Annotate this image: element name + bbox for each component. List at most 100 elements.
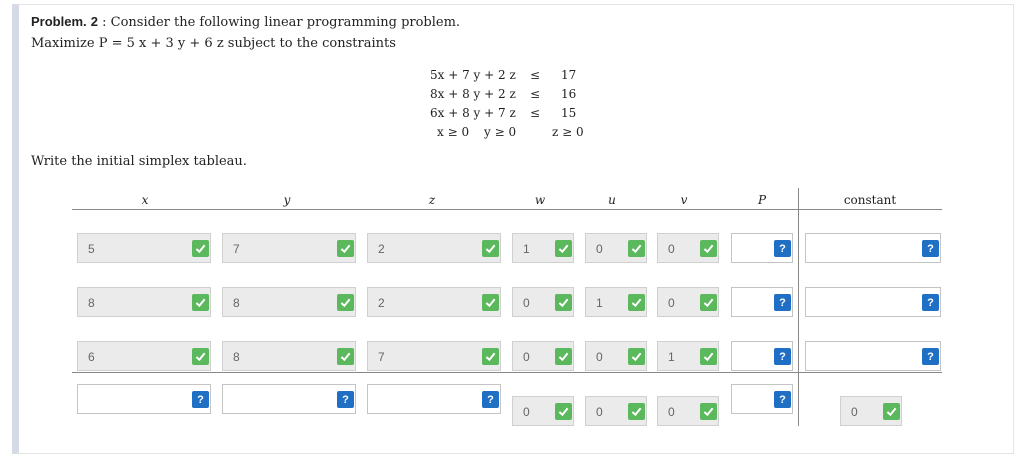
cell-value: 2 <box>378 242 385 256</box>
tableau-cell-r4-w[interactable]: 0 <box>512 396 574 426</box>
tableau-cell-r3-z[interactable]: 7 <box>367 341 501 371</box>
tableau-cell-r1-z[interactable]: 2 <box>367 233 501 263</box>
help-icon[interactable]: ? <box>774 391 791 408</box>
cell-value: 0 <box>596 405 603 419</box>
nonneg-y: y ≥ 0 <box>484 125 517 139</box>
nonneg-x: x ≥ 0 <box>437 125 470 139</box>
col-header-constant: constant <box>843 193 897 207</box>
tableau-cell-r4-u[interactable]: 0 <box>585 396 647 426</box>
cell-value: 0 <box>523 405 530 419</box>
check-icon <box>628 294 645 311</box>
check-icon <box>883 403 900 420</box>
cell-value: 8 <box>88 296 95 310</box>
tableau-cell-r2-u[interactable]: 1 <box>585 287 647 317</box>
check-icon <box>337 240 354 257</box>
tableau-cell-r4-constant[interactable]: 0 <box>840 396 902 426</box>
cell-value: 2 <box>378 296 385 310</box>
check-icon <box>482 240 499 257</box>
check-icon <box>700 348 717 365</box>
check-icon <box>482 294 499 311</box>
tableau-objective-rule <box>72 372 942 373</box>
tableau-cell-r4-y[interactable]: ? <box>222 384 356 414</box>
check-icon <box>555 403 572 420</box>
cell-value: 0 <box>851 405 858 419</box>
tableau-cell-r1-x[interactable]: 5 <box>77 233 211 263</box>
help-icon[interactable]: ? <box>192 391 209 408</box>
check-icon <box>337 348 354 365</box>
constraint-2-rhs: 16 <box>561 87 577 101</box>
tableau-cell-r1-u[interactable]: 0 <box>585 233 647 263</box>
tableau-cell-r1-w[interactable]: 1 <box>512 233 574 263</box>
tableau-cell-r4-v[interactable]: 0 <box>657 396 719 426</box>
check-icon <box>628 240 645 257</box>
tableau-cell-r2-w[interactable]: 0 <box>512 287 574 317</box>
cell-value: 6 <box>88 350 95 364</box>
problem-intro: : Consider the following linear programm… <box>102 15 461 30</box>
cell-value: 1 <box>596 296 603 310</box>
tableau-cell-r1-v[interactable]: 0 <box>657 233 719 263</box>
tableau-cell-r2-z[interactable]: 2 <box>367 287 501 317</box>
check-icon <box>628 403 645 420</box>
tableau-cell-r3-w[interactable]: 0 <box>512 341 574 371</box>
check-icon <box>192 240 209 257</box>
tableau-cell-r1-y[interactable]: 7 <box>222 233 356 263</box>
check-icon <box>628 348 645 365</box>
tableau-cell-r4-z[interactable]: ? <box>367 384 501 414</box>
help-icon[interactable]: ? <box>482 391 499 408</box>
tableau-cell-r3-y[interactable]: 8 <box>222 341 356 371</box>
constraint-3-op: ≤ <box>530 106 541 120</box>
help-icon[interactable]: ? <box>337 391 354 408</box>
help-icon[interactable]: ? <box>922 348 939 365</box>
col-header-w: w <box>534 193 546 207</box>
tableau-cell-r3-constant[interactable]: ? <box>805 341 941 371</box>
check-icon <box>700 403 717 420</box>
tableau-top-rule <box>72 209 942 210</box>
cell-value: 0 <box>523 296 530 310</box>
help-icon[interactable]: ? <box>774 240 791 257</box>
tableau-cell-r2-v[interactable]: 0 <box>657 287 719 317</box>
check-icon <box>337 294 354 311</box>
problem-panel <box>12 4 1014 454</box>
check-icon <box>192 348 209 365</box>
help-icon[interactable]: ? <box>774 348 791 365</box>
help-icon[interactable]: ? <box>922 294 939 311</box>
tableau-cell-r2-constant[interactable]: ? <box>805 287 941 317</box>
help-icon[interactable]: ? <box>922 240 939 257</box>
tableau-cell-r2-p[interactable]: ? <box>731 287 793 317</box>
tableau-cell-r1-constant[interactable]: ? <box>805 233 941 263</box>
tableau-constant-divider <box>798 188 799 426</box>
check-icon <box>555 348 572 365</box>
tableau-cell-r4-x[interactable]: ? <box>77 384 211 414</box>
constraint-3-rhs: 15 <box>561 106 577 120</box>
tableau-cell-r1-p[interactable]: ? <box>731 233 793 263</box>
cell-value: 8 <box>233 296 240 310</box>
cell-value: 1 <box>523 242 530 256</box>
col-header-z: z <box>428 193 436 207</box>
check-icon <box>700 294 717 311</box>
problem-label: Problem. <box>31 14 87 29</box>
cell-value: 7 <box>378 350 385 364</box>
tableau-cell-r2-y[interactable]: 8 <box>222 287 356 317</box>
cell-value: 8 <box>233 350 240 364</box>
tableau-cell-r2-x[interactable]: 8 <box>77 287 211 317</box>
tableau-cell-r3-p[interactable]: ? <box>731 341 793 371</box>
help-icon[interactable]: ? <box>774 294 791 311</box>
tableau-cell-r4-p[interactable]: ? <box>731 384 793 414</box>
col-header-u: u <box>608 193 616 207</box>
objective-statement: Maximize P = 5 x + 3 y + 6 z subject to … <box>31 36 396 51</box>
cell-value: 0 <box>668 242 675 256</box>
check-icon <box>555 240 572 257</box>
cell-value: 0 <box>523 350 530 364</box>
cell-value: 0 <box>668 296 675 310</box>
instruction-text: Write the initial simplex tableau. <box>31 154 247 169</box>
cell-value: 7 <box>233 242 240 256</box>
nonneg-z: z ≥ 0 <box>552 125 584 139</box>
tableau-cell-r3-x[interactable]: 6 <box>77 341 211 371</box>
tableau-cell-r3-v[interactable]: 1 <box>657 341 719 371</box>
col-header-x: x <box>141 193 149 207</box>
tableau-cell-r3-u[interactable]: 0 <box>585 341 647 371</box>
constraint-1-lhs: 5x + 7 y + 2 z <box>430 68 516 82</box>
problem-number: 2 <box>90 14 98 29</box>
col-header-y: y <box>283 193 291 207</box>
cell-value: 0 <box>596 350 603 364</box>
